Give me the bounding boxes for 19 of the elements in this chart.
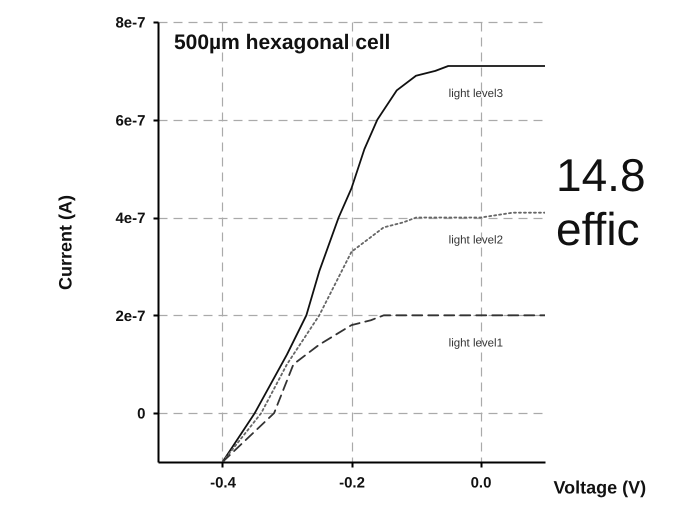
- line-series: [222, 212, 545, 462]
- chart-title: 500µm hexagonal cell: [174, 31, 390, 54]
- series-label: light level3: [448, 88, 503, 100]
- y-tick-label: 4e-7: [115, 210, 146, 228]
- y-tick-label: 6e-7: [115, 112, 146, 130]
- x-tick-label: 0.0: [470, 474, 492, 492]
- x-tick-label: -0.4: [210, 474, 237, 492]
- x-axis-title: Voltage (V): [554, 478, 646, 498]
- x-tick-label: -0.2: [339, 474, 365, 492]
- line-series: [222, 314, 545, 462]
- line-series: [222, 65, 545, 462]
- y-axis-title: Current (A): [55, 195, 76, 290]
- text: 14.8: [556, 148, 646, 202]
- series-label: light level1: [448, 337, 503, 350]
- y-tick-label: 0: [137, 406, 146, 423]
- series-label: light level2: [448, 234, 503, 247]
- y-tick-label: 8e-7: [115, 14, 146, 32]
- text: effic: [556, 202, 641, 256]
- y-tick-label: 2e-7: [115, 308, 146, 325]
